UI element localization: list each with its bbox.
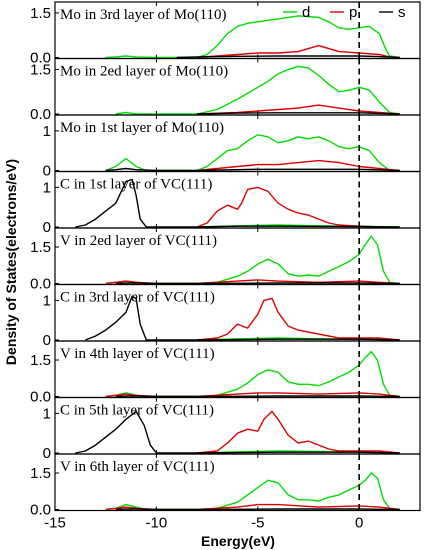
panels-group: 0.01.5 Mo in 3rd layer of Mo(110)0.01.5 Mo…	[30, 1, 421, 519]
series-line-s	[85, 295, 400, 341]
panel-2: 0.0 1.5 Mo in 2ed layer of Mo(110)	[30, 57, 421, 123]
series-line-p	[196, 159, 400, 172]
series-line-p	[196, 104, 400, 115]
series-line-s	[75, 410, 400, 454]
panel-1: 0.0 1.5 Mo in 3rd layer of Mo(110)	[30, 1, 421, 67]
panel-label: Mo in 3rd layer of Mo(110)	[60, 7, 227, 23]
x-tick-label: -15	[44, 515, 66, 532]
y-axis-title: Density of States(electrons/eV)	[3, 159, 19, 365]
y-tick-label: 0	[43, 332, 51, 349]
legend-label-p: p	[349, 4, 357, 21]
x-tick-label: -10	[146, 515, 168, 532]
y-tick-label: 1	[43, 179, 51, 196]
y-tick-label: 1.5	[30, 239, 51, 256]
series-line-p	[196, 186, 380, 228]
y-tick-label: 1.5	[30, 465, 51, 482]
y-tick-label: 0.0	[30, 106, 51, 123]
x-tick-label: 0	[355, 515, 363, 532]
panel-label: C in 3rd layer of VC(111)	[60, 290, 215, 306]
series-line-s	[115, 282, 400, 285]
y-tick-label: 0.0	[30, 50, 51, 67]
y-tick-label: 0	[43, 163, 51, 180]
panel-7: 0.0 1.5 V in 4th layer of VC(111)	[30, 340, 421, 406]
series-line-s	[115, 508, 400, 511]
panel-label: V in 2ed layer of VC(111)	[60, 233, 217, 249]
panel-3: 0 1 Mo in 1st layer of Mo(110)	[43, 114, 421, 180]
y-tick-label: 0	[43, 219, 51, 236]
panel-label: V in 4th layer of VC(111)	[60, 346, 215, 362]
series-line-s	[105, 167, 400, 172]
panel-label: Mo in 1st layer of Mo(110)	[60, 120, 224, 136]
panel-9: 0.0 1.5 V in 6th layer of VC(111)	[30, 453, 421, 519]
panel-frame	[54, 453, 421, 512]
panel-4: 0 1 C in 1st layer of VC(111)	[43, 170, 421, 236]
panel-label: C in 1st layer of VC(111)	[60, 177, 212, 193]
series-line-d	[105, 472, 400, 511]
panel-8: 0 1 C in 5th layer of VC(111)	[43, 396, 421, 462]
series-line-p	[196, 410, 400, 454]
y-tick-label: 0.0	[30, 502, 51, 519]
y-tick-label: 1	[43, 123, 51, 140]
legend-label-d: d	[302, 4, 310, 21]
y-tick-label: 0	[43, 445, 51, 462]
y-tick-label: 1	[43, 405, 51, 422]
y-tick-label: 1.5	[30, 61, 51, 78]
y-tick-label: 0.0	[30, 389, 51, 406]
panel-5: 0.0 1.5 V in 2ed layer of VC(111)	[30, 227, 421, 293]
series-line-s	[115, 395, 400, 398]
y-tick-label: 1.5	[30, 352, 51, 369]
series-line-p	[196, 297, 400, 341]
panel-label: Mo in 2ed layer of Mo(110)	[60, 64, 228, 80]
x-axis-title: Energy(eV)	[201, 533, 275, 549]
series-line-s	[75, 178, 400, 228]
x-tick-label: -5	[251, 515, 264, 532]
series-line-s	[176, 55, 400, 59]
panel-label: C in 5th layer of VC(111)	[60, 403, 214, 419]
panel-label: V in 6th layer of VC(111)	[60, 459, 215, 475]
series-line-p	[196, 44, 400, 59]
y-tick-label: 0.0	[30, 276, 51, 293]
x-tick-labels: -15 -10 -5 0	[44, 515, 363, 532]
series-line-d	[115, 65, 400, 115]
series-line-d	[105, 15, 400, 59]
panel-6: 0 1 C in 3rd layer of VC(111)	[43, 283, 421, 349]
y-tick-label: 1.5	[30, 5, 51, 22]
series-line-s	[196, 112, 400, 115]
legend-label-s: s	[398, 4, 406, 21]
y-tick-label: 1	[43, 292, 51, 309]
